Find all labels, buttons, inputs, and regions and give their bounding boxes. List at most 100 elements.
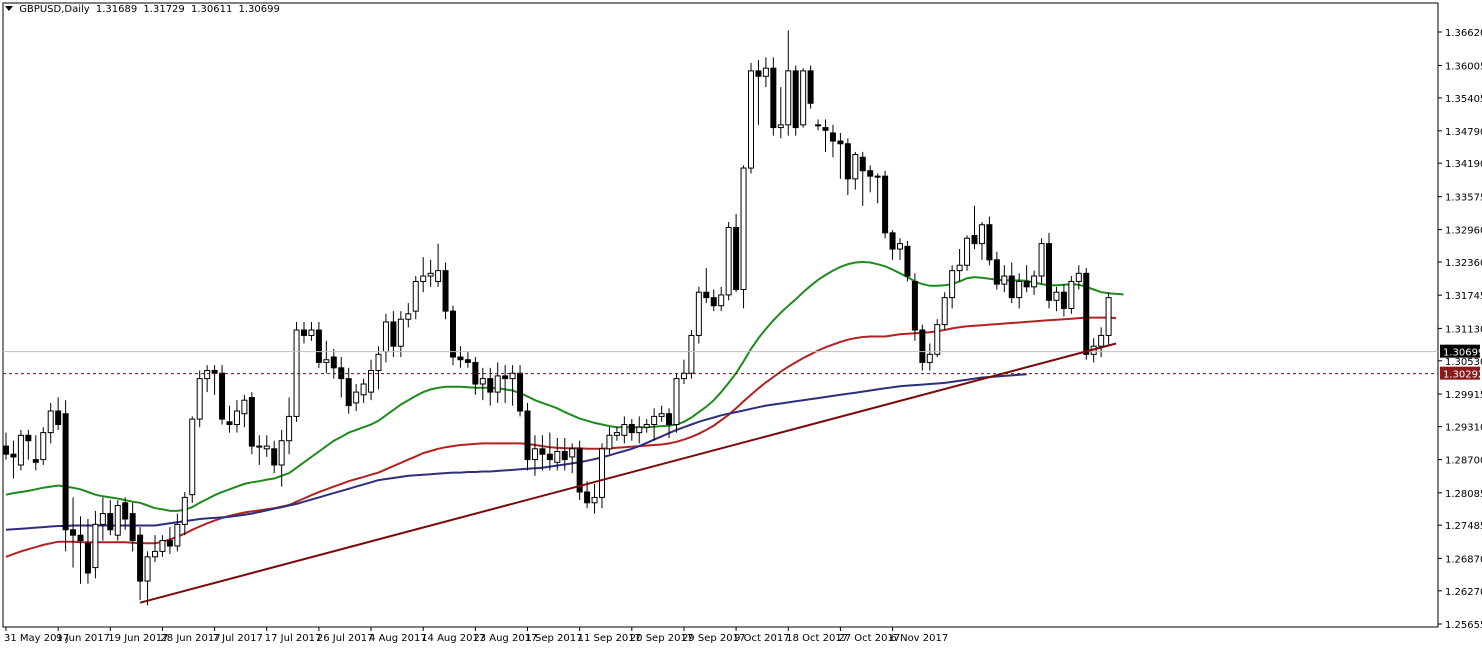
candle-body-bear — [889, 232, 896, 250]
y-tick-label: 1.31745 — [1445, 291, 1482, 302]
candle-body-bull — [420, 275, 427, 282]
candle-body-bear — [211, 370, 218, 374]
candle-body-bear — [986, 224, 993, 261]
candle-body-bull — [852, 154, 859, 180]
candle — [785, 30, 792, 136]
candle-body-bull — [152, 550, 158, 558]
candle — [926, 343, 933, 371]
candle — [710, 289, 717, 312]
candle-body-bear — [539, 448, 546, 455]
candle-body-bull — [233, 410, 240, 426]
candle-body-bear — [248, 397, 255, 447]
candle — [934, 319, 941, 358]
candle — [941, 292, 948, 331]
candle — [1060, 284, 1067, 317]
candle — [330, 348, 337, 379]
candle-body-bull — [17, 434, 24, 466]
candle-body-bear — [77, 534, 84, 542]
candle — [457, 346, 464, 368]
candle-body-bear — [911, 280, 918, 331]
candle-body-bull — [92, 523, 99, 569]
candle-body-bull — [1068, 280, 1075, 309]
candle — [196, 370, 203, 428]
moving-average-line-2 — [5, 316, 1117, 558]
candle — [129, 502, 136, 552]
candle-body-bear — [1023, 280, 1030, 288]
candle — [733, 213, 740, 293]
candle-body-bear — [1060, 291, 1067, 309]
candle — [643, 419, 650, 433]
candle-body-bear — [84, 542, 91, 574]
candle — [219, 365, 226, 425]
candle-body-bear — [315, 329, 322, 363]
candle-body-bull — [174, 523, 181, 547]
candle-body-bear — [3, 445, 9, 455]
candle-body-bull — [509, 372, 516, 380]
candle-body-bull — [405, 313, 412, 320]
candle — [680, 359, 687, 385]
candle-body-bear — [55, 410, 62, 426]
candle — [144, 551, 151, 606]
open-value: 1.31689 — [95, 4, 138, 15]
x-tick-label: 27 Oct 2017 — [838, 633, 900, 644]
candle-body-bull — [435, 270, 442, 282]
candle — [539, 435, 546, 471]
candle — [755, 60, 762, 125]
candle — [986, 216, 993, 266]
candle-body-bull — [1031, 275, 1038, 288]
candle — [442, 262, 449, 320]
candle — [159, 535, 166, 557]
candle — [62, 400, 69, 552]
candle-body-bull — [1105, 297, 1112, 336]
candle-body-bull — [777, 124, 784, 129]
y-tick-label: 1.30530 — [1445, 357, 1482, 368]
candle-body-bull — [926, 353, 933, 363]
candle-body-bear — [129, 513, 136, 542]
candle — [867, 165, 874, 193]
candle — [107, 500, 114, 536]
candle-body-bull — [286, 415, 293, 442]
candle-body-bear — [971, 235, 978, 245]
candle-body-bear — [122, 502, 129, 520]
candle — [949, 265, 956, 309]
level-price-badge-box — [1440, 366, 1480, 380]
candle — [606, 427, 613, 455]
candle-body-bull — [159, 540, 166, 552]
candle-body-bull — [1016, 280, 1023, 299]
candle-body-bull — [591, 496, 598, 504]
candle-body-bull — [695, 291, 702, 336]
candle-body-bear — [345, 378, 352, 407]
candle-body-bull — [353, 391, 360, 404]
candle-body-bear — [703, 291, 710, 299]
candle — [70, 497, 77, 568]
candle-body-bear — [807, 70, 814, 104]
trendline[interactable] — [139, 342, 1117, 604]
symbol-info-bar: GBPUSD,Daily 1.31689 1.31729 1.30611 1.3… — [5, 4, 283, 15]
candle — [368, 359, 375, 401]
low-value: 1.30611 — [190, 4, 233, 15]
candle-body-bear — [226, 421, 233, 426]
candle — [1023, 265, 1030, 293]
candle — [286, 397, 293, 455]
candle-body-bear — [882, 175, 889, 234]
candle-body-bear — [859, 156, 866, 172]
candle-body-bull — [368, 370, 375, 393]
candle — [852, 151, 859, 190]
candle — [1105, 292, 1112, 347]
candle — [636, 416, 643, 444]
candle-body-bear — [584, 491, 591, 504]
candle-body-bull — [725, 226, 732, 296]
candle-body-bear — [867, 170, 874, 177]
collapse-triangle-icon[interactable] — [5, 6, 13, 11]
y-tick-label: 1.25655 — [1445, 620, 1482, 631]
y-tick-label: 1.28700 — [1445, 456, 1482, 467]
y-tick-label: 1.33575 — [1445, 193, 1482, 204]
candle-body-bull — [874, 175, 881, 178]
candle-body-bull — [897, 243, 903, 250]
candle — [1046, 232, 1052, 309]
candle — [353, 384, 360, 412]
y-axis: 1.36620 1.36005 1.35405 1.34790 1.34190 1.335… — [1438, 28, 1482, 631]
candle — [114, 500, 121, 541]
